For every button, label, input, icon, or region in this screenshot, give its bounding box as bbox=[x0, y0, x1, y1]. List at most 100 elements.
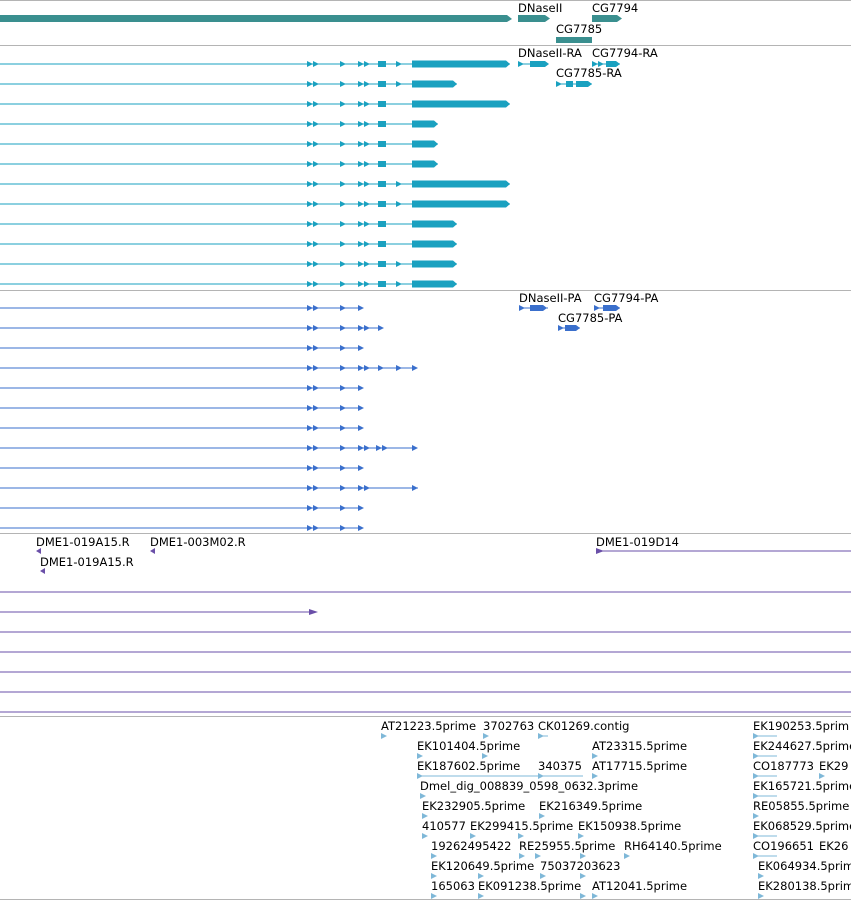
transcript-row[interactable] bbox=[0, 280, 457, 288]
transcript-label-cg7785-ra: CG7785-RA bbox=[556, 66, 622, 80]
est-label: RH64140.5prime bbox=[624, 839, 722, 853]
protein-row[interactable] bbox=[0, 465, 364, 471]
transcript-row[interactable] bbox=[0, 200, 510, 208]
clone-feature-dme1-019a15-r-2[interactable] bbox=[40, 568, 45, 574]
clone-label-dme1-019a15-r-2: DME1-019A15.R bbox=[40, 555, 134, 569]
transcript-row[interactable] bbox=[0, 100, 510, 108]
protein-row[interactable] bbox=[0, 365, 418, 371]
est-feature[interactable] bbox=[580, 853, 586, 859]
est-label: EK190253.5prim bbox=[753, 719, 849, 733]
est-feature[interactable] bbox=[580, 873, 586, 879]
transcript-row[interactable] bbox=[0, 160, 438, 168]
est-feature[interactable] bbox=[753, 833, 777, 839]
transcript-row[interactable] bbox=[0, 180, 510, 188]
est-feature[interactable] bbox=[535, 853, 541, 859]
protein-dnaseii-pa[interactable] bbox=[519, 305, 548, 311]
est-label: EK232905.5prime bbox=[422, 799, 525, 813]
est-feature[interactable] bbox=[519, 853, 525, 859]
est-feature[interactable] bbox=[753, 853, 777, 859]
protein-cg7785-pa[interactable] bbox=[558, 325, 580, 331]
est-label: EK187602.5prime bbox=[417, 759, 520, 773]
est-feature[interactable] bbox=[538, 733, 548, 739]
gene-track: DNaseII CG7794 CG7785 bbox=[0, 1, 638, 43]
clone-line-2[interactable] bbox=[0, 609, 318, 615]
est-feature[interactable] bbox=[592, 753, 598, 759]
est-feature[interactable] bbox=[417, 753, 423, 759]
transcript-row[interactable] bbox=[0, 120, 438, 128]
protein-row[interactable] bbox=[0, 445, 418, 451]
protein-label-cg7794-pa: CG7794-PA bbox=[594, 291, 659, 305]
est-label: EK244627.5prime bbox=[753, 739, 851, 753]
est-label: Dmel_dig_008839_0598_0632.3prime bbox=[420, 779, 638, 793]
protein-row[interactable] bbox=[0, 325, 384, 331]
protein-row[interactable] bbox=[0, 505, 364, 511]
protein-row[interactable] bbox=[0, 405, 364, 411]
est-feature[interactable] bbox=[422, 813, 428, 819]
protein-row[interactable] bbox=[0, 525, 364, 531]
gene-feature-long[interactable] bbox=[0, 15, 512, 22]
est-feature[interactable] bbox=[758, 893, 764, 899]
protein-row[interactable] bbox=[0, 305, 364, 311]
est-feature[interactable] bbox=[431, 873, 437, 879]
clone-feature-dme1-019d14[interactable] bbox=[596, 548, 851, 554]
est-feature[interactable] bbox=[470, 833, 476, 839]
gene-feature-dnaseii[interactable] bbox=[518, 15, 550, 22]
est-feature[interactable] bbox=[431, 853, 437, 859]
est-label: 165063 bbox=[431, 879, 475, 893]
transcript-row[interactable] bbox=[0, 240, 457, 248]
est-label: AT17715.5prime bbox=[592, 759, 687, 773]
est-feature[interactable] bbox=[753, 773, 777, 779]
est-feature[interactable] bbox=[539, 813, 545, 819]
gene-feature-cg7785[interactable] bbox=[556, 37, 592, 43]
protein-row[interactable] bbox=[0, 425, 364, 431]
protein-cg7794-pa[interactable] bbox=[594, 305, 620, 311]
clone-feature-dme1-019a15-r-1[interactable] bbox=[36, 548, 41, 554]
est-feature[interactable] bbox=[578, 833, 584, 839]
est-feature[interactable] bbox=[540, 873, 546, 879]
est-feature[interactable] bbox=[431, 893, 437, 899]
est-feature[interactable] bbox=[819, 773, 825, 779]
est-feature[interactable] bbox=[478, 873, 484, 879]
gene-feature-cg7794[interactable] bbox=[592, 15, 622, 22]
est-feature[interactable] bbox=[753, 753, 777, 759]
est-label: CK01269.contig bbox=[538, 719, 629, 733]
est-feature[interactable] bbox=[417, 773, 583, 779]
gene-label-cg7785: CG7785 bbox=[556, 22, 602, 36]
est-label: RE25955.5prime bbox=[519, 839, 615, 853]
protein-row[interactable] bbox=[0, 385, 364, 391]
est-feature[interactable] bbox=[753, 793, 777, 799]
protein-label-dnaseii-pa: DNaseII-PA bbox=[519, 291, 582, 305]
est-label: EK091238.5prime bbox=[478, 879, 581, 893]
protein-row[interactable] bbox=[0, 345, 364, 351]
transcript-row[interactable] bbox=[0, 140, 438, 148]
est-feature[interactable] bbox=[538, 773, 544, 779]
clone-feature-dme1-003m02-r[interactable] bbox=[150, 548, 155, 554]
transcript-dnaseii-ra[interactable] bbox=[518, 61, 549, 67]
transcript-cg7785-ra[interactable] bbox=[556, 81, 592, 87]
protein-row[interactable] bbox=[0, 485, 418, 491]
est-feature[interactable] bbox=[753, 733, 777, 739]
est-feature[interactable] bbox=[592, 773, 598, 779]
transcript-cg7794-ra[interactable] bbox=[592, 61, 620, 67]
transcript-row[interactable] bbox=[0, 220, 457, 228]
est-feature[interactable] bbox=[592, 893, 598, 899]
est-feature[interactable] bbox=[422, 833, 428, 839]
clone-label-dme1-019d14: DME1-019D14 bbox=[596, 535, 679, 549]
est-feature[interactable] bbox=[753, 813, 759, 819]
gene-label-dnaseii: DNaseII bbox=[518, 1, 562, 15]
est-feature[interactable] bbox=[381, 733, 387, 739]
est-label: CO187773 bbox=[753, 759, 814, 773]
clone-label-dme1-003m02-r: DME1-003M02.R bbox=[150, 535, 246, 549]
transcript-row[interactable] bbox=[0, 60, 510, 68]
est-feature[interactable] bbox=[580, 893, 586, 899]
transcript-row[interactable] bbox=[0, 80, 457, 88]
est-label: AT21223.5prime bbox=[381, 719, 476, 733]
est-feature[interactable] bbox=[420, 793, 426, 799]
est-feature[interactable] bbox=[483, 733, 489, 739]
transcript-row[interactable] bbox=[0, 260, 457, 268]
est-feature[interactable] bbox=[518, 833, 524, 839]
est-feature[interactable] bbox=[758, 873, 764, 879]
est-feature[interactable] bbox=[478, 893, 484, 899]
est-feature[interactable] bbox=[624, 853, 630, 859]
est-feature[interactable] bbox=[482, 753, 488, 759]
